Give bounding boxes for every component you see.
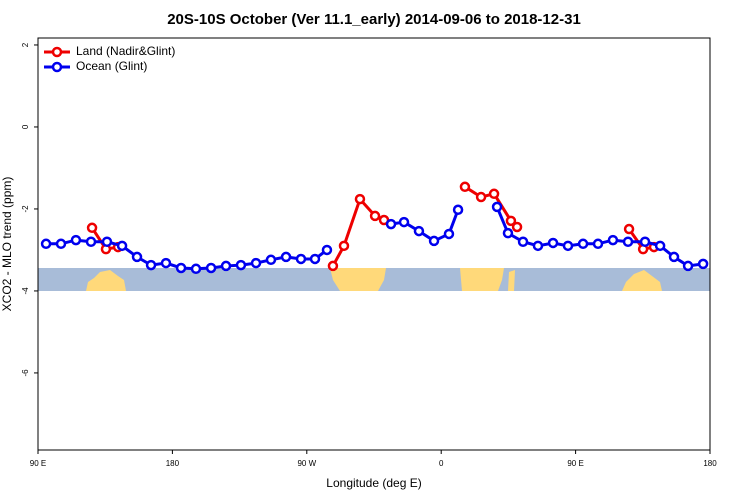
data-point [327, 260, 339, 272]
legend-marker [51, 46, 63, 58]
data-point [265, 254, 277, 266]
chart-title: 20S-10S October (Ver 11.1_early) 2014-09… [167, 11, 581, 28]
data-point [639, 236, 651, 247]
data-point [385, 218, 397, 230]
y-tick-label: -6 [21, 369, 30, 377]
data-point [398, 216, 410, 228]
data-point [413, 225, 425, 237]
data-point [116, 240, 128, 252]
data-point [205, 262, 217, 274]
plot-frame [37, 37, 711, 451]
data-point [190, 263, 202, 275]
data-point [607, 234, 619, 246]
legend-marker [51, 61, 63, 73]
data-point [517, 236, 529, 247]
data-point [491, 201, 503, 213]
x-axis-label: Longitude (deg E) [326, 476, 421, 490]
data-point [101, 236, 113, 247]
data-point [86, 222, 98, 234]
data-point [250, 257, 262, 269]
data-point [321, 244, 333, 256]
land-shape [86, 270, 126, 291]
data-point [505, 215, 517, 227]
data-point [70, 234, 82, 246]
data-point [452, 204, 464, 216]
data-point [309, 253, 321, 265]
data-point [502, 227, 514, 239]
y-axis-label: XCO2 - MLO trend (ppm) [0, 177, 14, 312]
data-point [682, 260, 694, 272]
data-point [547, 237, 559, 249]
data-point [623, 223, 635, 235]
data-point [40, 238, 52, 250]
data-point [511, 221, 523, 233]
y-tick-label: 0 [21, 124, 30, 129]
land-shape [622, 270, 662, 291]
data-point [428, 235, 440, 247]
land-shape [460, 268, 504, 291]
data-point [145, 259, 157, 271]
land-mask [38, 268, 710, 291]
data-point [562, 240, 574, 252]
land-shape [508, 270, 515, 291]
data-point [131, 251, 143, 263]
data-point [654, 240, 666, 252]
x-tick-label: 180 [166, 459, 180, 468]
data-point [475, 191, 487, 203]
data-point [338, 240, 350, 252]
data-point [220, 260, 232, 272]
x-tick-label: 90 W [297, 459, 316, 468]
data-point [443, 228, 455, 240]
data-point [354, 193, 366, 205]
x-tick-label: 0 [439, 459, 444, 468]
legend-label: Land (Nadir&Glint) [76, 44, 175, 58]
data-point [459, 181, 471, 193]
y-tick-label: -4 [21, 287, 30, 295]
x-tick-label: 180 [703, 459, 717, 468]
data-point [577, 238, 589, 250]
x-tick-label: 90 E [30, 459, 46, 468]
data-point [369, 210, 381, 222]
data-point [175, 262, 187, 274]
data-point [668, 251, 680, 263]
y-tick-label: -2 [21, 205, 30, 213]
land-shape [330, 268, 386, 291]
series-line [331, 196, 385, 267]
x-tick-label: 90 E [567, 459, 583, 468]
data-point [622, 236, 634, 247]
data-point [592, 238, 604, 250]
data-point [697, 258, 709, 270]
data-point [488, 188, 500, 200]
legend-label: Ocean (Glint) [76, 59, 147, 73]
data-point [295, 253, 307, 265]
data-point [85, 236, 97, 247]
y-tick-label: 2 [21, 42, 30, 47]
data-point [532, 240, 544, 252]
data-point [160, 257, 172, 269]
data-point [235, 259, 247, 271]
data-point [280, 251, 292, 263]
data-point [55, 238, 67, 250]
